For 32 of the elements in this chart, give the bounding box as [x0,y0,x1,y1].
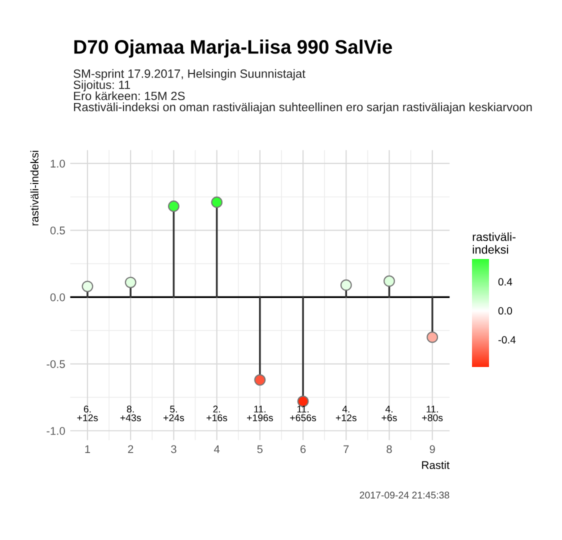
annotation: 11. +80s [422,406,443,422]
annotation: 4. +12s [336,406,356,422]
annotation: 6. +12s [77,406,98,422]
annotation: 5. +24s [164,406,184,422]
x-axis-title: Rastit [422,460,450,470]
color-bar-label: 0.4 [498,278,512,286]
annotation: 2. +16s [206,406,228,422]
x-tick-label: 7 [344,445,349,454]
x-tick-label: 3 [171,445,176,454]
x-tick-label: 9 [430,445,435,454]
y-axis-title: rastiväli-indeksi [30,150,38,226]
text: 2017-09-24 21:45:38 [360,492,450,499]
annotation: 11. +196s [247,406,273,422]
x-tick-label: 5 [257,445,263,454]
color-bar-label: -0.4 [498,336,516,344]
y-tick-label: 0.5 [50,226,65,234]
annotation: 4. +6s [382,406,397,422]
y-tick-label: -1.0 [46,427,65,435]
x-tick-label: 2 [128,445,134,454]
chart-subtitle: SM-sprint 17.9.2017, Helsingin Suunnistajat Sijoitus: 11 Ero kärkeen: 15M 2S Rastiväli-indeksi on oman rastiväliajan suhteellinen ero sarjan rastiväliajan keskiarvoon [74,69,532,114]
y-tick-label: 0.0 [50,293,65,302]
chart-title: D70 Ojamaa Marja-Liisa 990 SalVie [74,40,392,58]
x-tick-label: 4 [214,445,220,454]
color-bar-label: 0.0 [498,307,512,315]
y-tick-label: -0.5 [46,360,65,368]
annotation: 8. +43s [120,406,141,422]
x-tick-label: 1 [85,445,90,454]
x-tick-label: 8 [386,445,392,454]
y-tick-label: 1.0 [50,160,65,168]
annotation: 11. +656s [290,406,316,422]
color-bar-title: rastiväli- indeksi [472,232,516,254]
x-tick-label: 6 [300,445,306,454]
